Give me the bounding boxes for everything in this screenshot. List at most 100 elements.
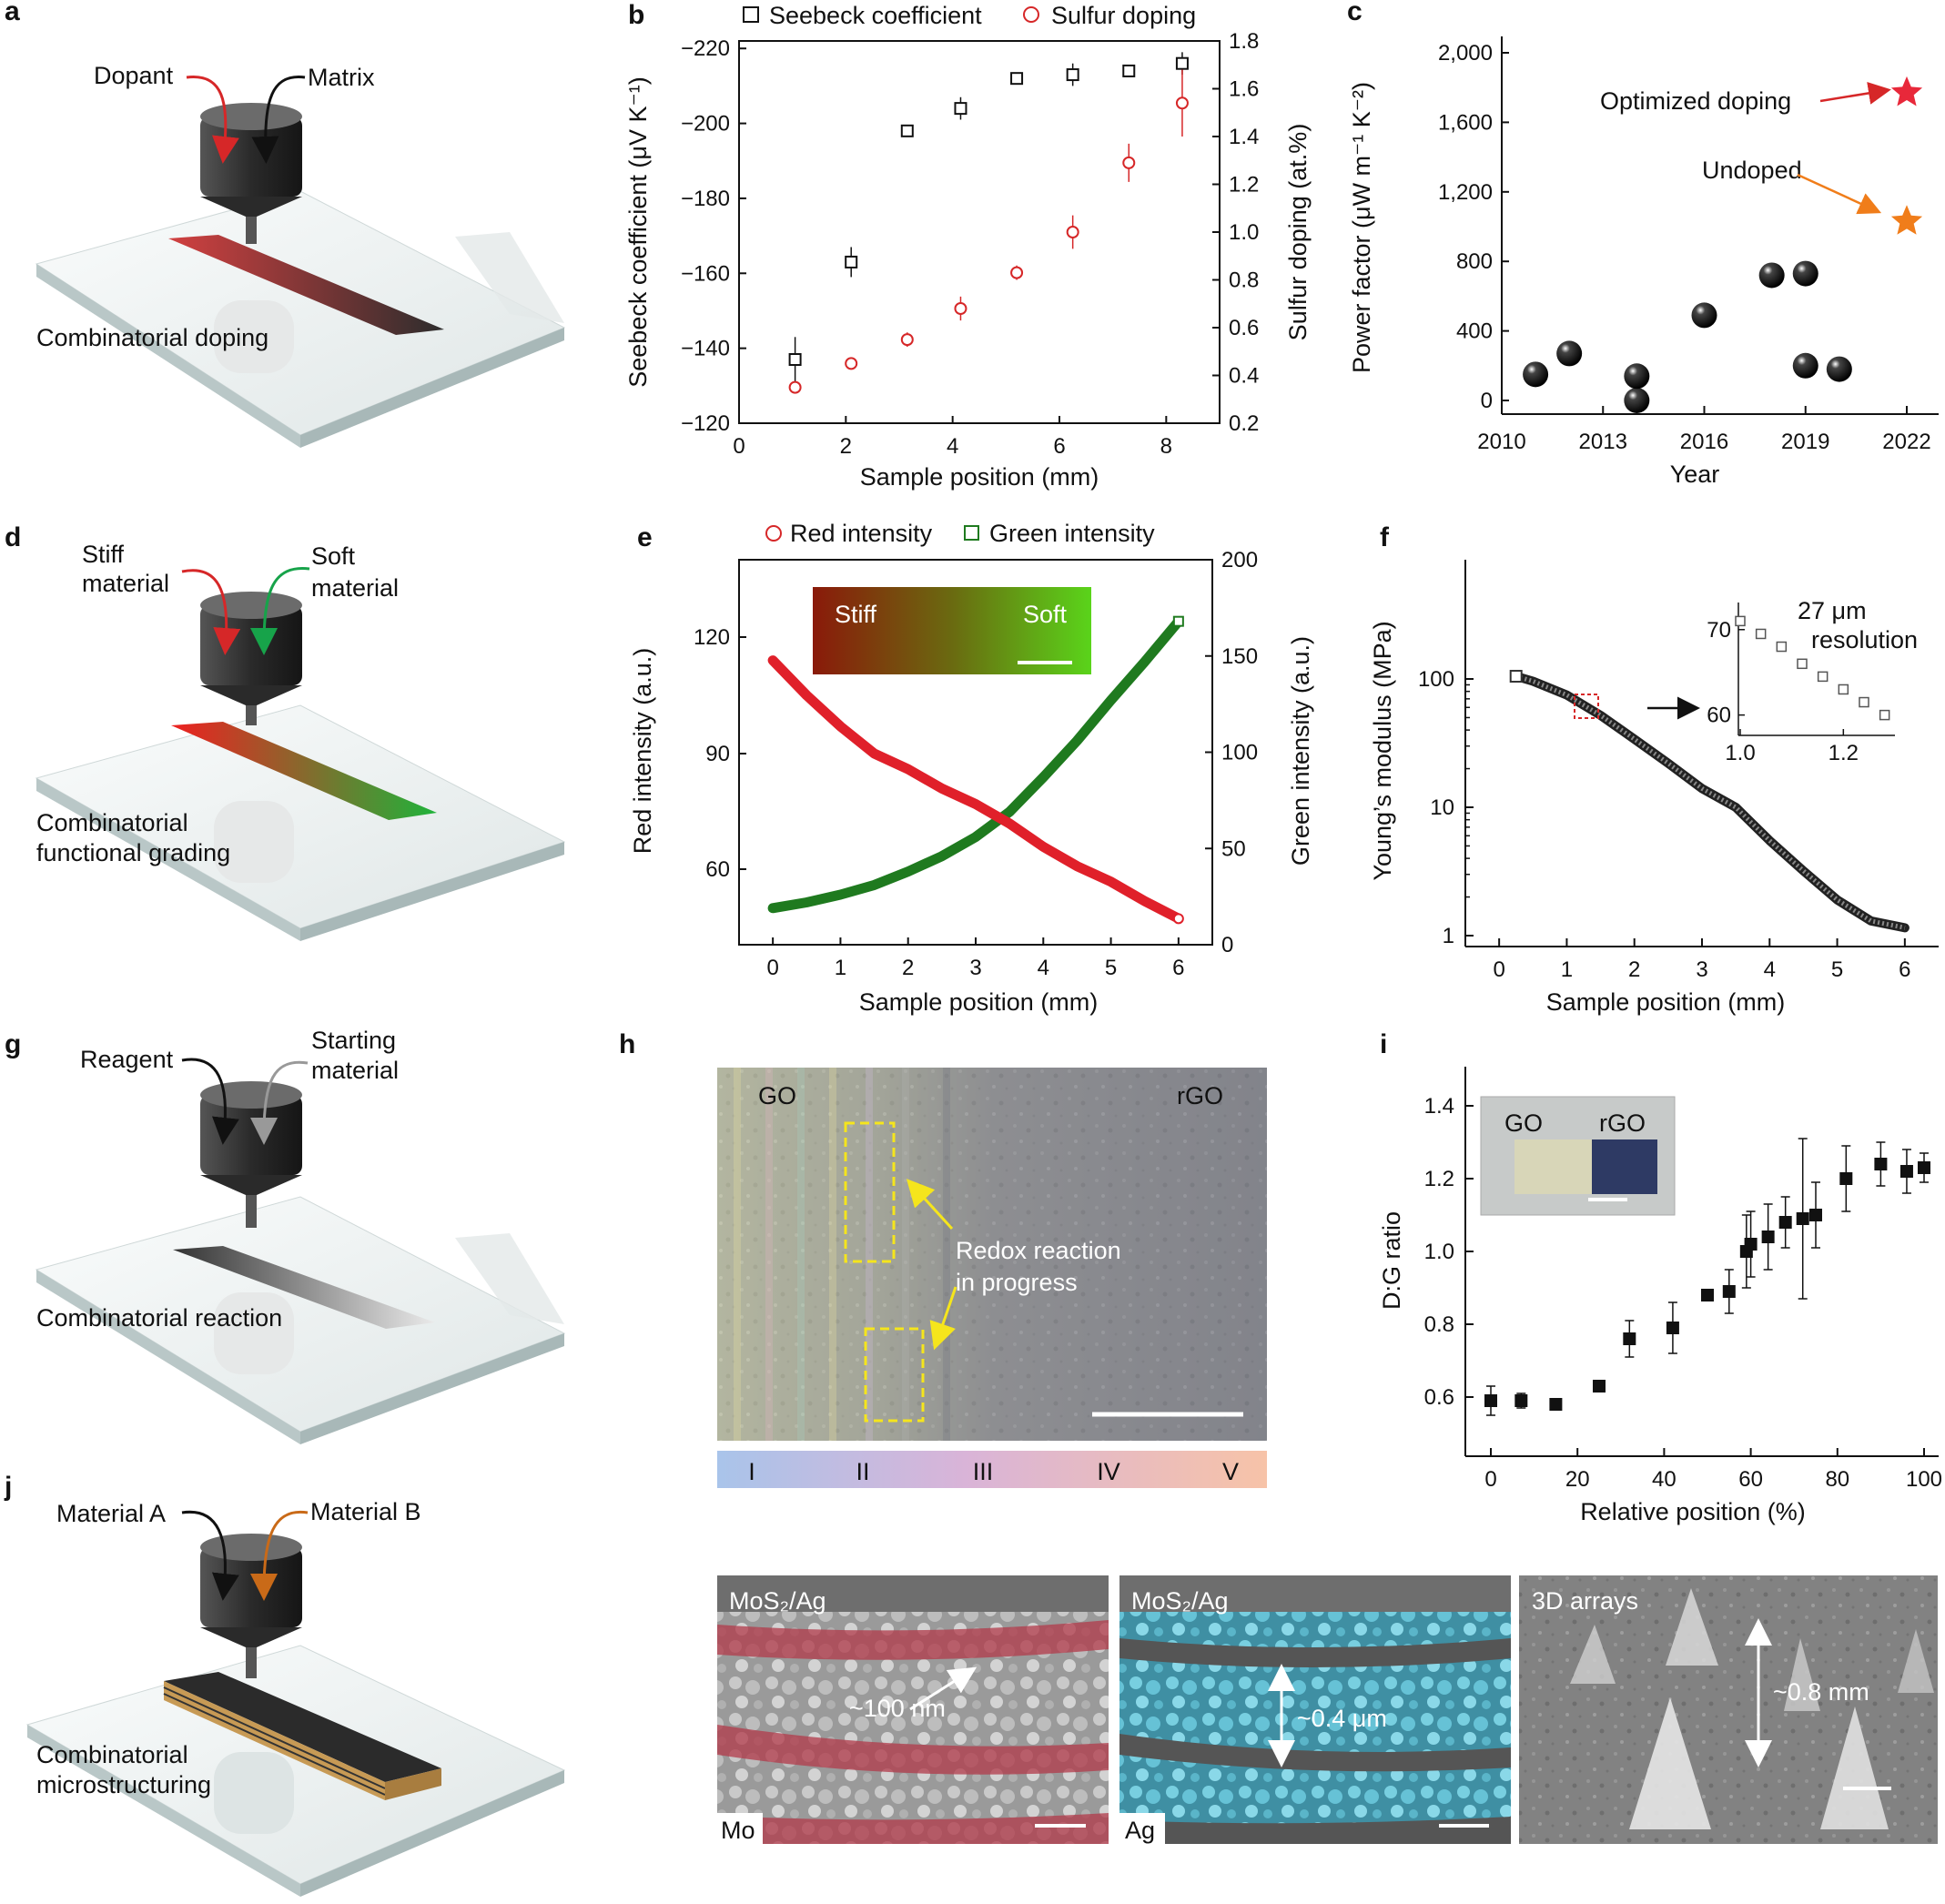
x-tick-label: 2 (902, 956, 914, 980)
panel-label-b: b (628, 0, 644, 30)
dg-point (1549, 1398, 1563, 1411)
literature-point (1556, 340, 1583, 367)
green-intensity-series-end (1172, 615, 1184, 627)
axes-b: 0 2 4 6 8 −220 −200 −180 −160 −140 −120 1.8 1.6 1.4 1.… (681, 29, 1259, 459)
zoom-box (1574, 694, 1599, 719)
sem1-annotation: ~100 nm (849, 1695, 946, 1722)
inset-x-tick-label: 1.0 (1725, 741, 1755, 765)
dg-point (1744, 1238, 1758, 1251)
y-tick-label: 120 (694, 625, 730, 650)
x-tick-label: 6 (1172, 956, 1184, 980)
modulus-start-point (1509, 670, 1523, 684)
axes-c: 2010 2013 2016 2019 2022 2,000 1,600 1,200 800 40… (1438, 41, 1931, 454)
x-tick-label: 100 (1906, 1467, 1942, 1492)
x-tick-label: 4 (1038, 956, 1049, 980)
panel-h: h GO rGO Redox reaction in progress I II… (619, 1029, 1267, 1488)
glass-plate (35, 190, 566, 436)
seebeck-point (1175, 56, 1189, 70)
dg-point (1514, 1394, 1528, 1407)
y2-tick-label: 0.4 (1229, 364, 1259, 389)
y-tick-label: −180 (681, 187, 730, 211)
color-gradient-inset (813, 587, 1091, 674)
caption-g: Combinatorial reaction (36, 1304, 282, 1332)
x-tick-label: 60 (1738, 1467, 1763, 1492)
inset-point (1755, 628, 1767, 640)
xlabel-f: Sample position (mm) (1546, 988, 1786, 1016)
y2-tick-label: 100 (1221, 741, 1258, 765)
spike (1570, 1625, 1616, 1684)
inset-stiff: Stiff (835, 601, 877, 628)
inset-point (1776, 641, 1788, 653)
panel-c: c 2010 2013 2016 2019 2022 2,000 1,600 1,200 800… (1347, 0, 1939, 488)
panel-g: g Reagent Starting material Combinatoria… (5, 1027, 566, 1444)
dopant-label: Dopant (94, 62, 174, 89)
caption-d-1: Combinatorial (36, 809, 188, 836)
legend-sulfur: Sulfur doping (1051, 2, 1196, 29)
dg-point (1722, 1285, 1736, 1298)
x-tick-label: 8 (1160, 434, 1172, 459)
dg-point (1701, 1289, 1714, 1301)
x-tick-label: 6 (1899, 957, 1910, 982)
dg-point (1666, 1322, 1679, 1334)
stiff-arrow (181, 569, 241, 655)
graded-strip (171, 722, 437, 820)
y-tick-label: 60 (705, 857, 730, 882)
y-tick-label: 1,200 (1438, 180, 1493, 205)
legend-green: Green intensity (989, 520, 1155, 547)
reaction-strip (173, 1246, 435, 1329)
sulfur-point (1122, 156, 1136, 169)
soft-label-2: material (311, 574, 399, 602)
lower-reflection (214, 300, 294, 373)
legend-red: Red intensity (790, 520, 933, 547)
zone-label: II (856, 1458, 869, 1485)
modulus-series-texture (1514, 673, 1906, 930)
stiff-label-1: Stiff (82, 541, 125, 568)
zone-label: IV (1097, 1458, 1120, 1485)
inset-rgo: rGO (1599, 1109, 1646, 1137)
y-tick-label: −140 (681, 337, 730, 361)
x-tick-label: 2022 (1882, 430, 1930, 454)
literature-point (1523, 361, 1549, 388)
axes-f: 0 1 2 3 4 5 6 100 10 1 (1418, 667, 1911, 982)
matrix-arrow (251, 76, 306, 164)
y2-tick-label: 0 (1221, 933, 1233, 957)
layered-block-top (164, 1672, 441, 1782)
green-intensity-series (767, 616, 1184, 914)
panel-d: d Stiff material Soft material Combinato… (5, 522, 566, 941)
material-a-arrow (181, 1510, 239, 1601)
caption-j-2: microstructuring (36, 1771, 211, 1798)
material-b-arrow (250, 1510, 309, 1601)
panel-label-d: d (5, 522, 21, 552)
annotation-undoped: Undoped (1702, 157, 1802, 184)
sulfur-point (1010, 266, 1024, 279)
literature-point (1826, 356, 1852, 382)
sulfur-point (954, 302, 967, 315)
y-tick-label: 100 (1418, 667, 1454, 692)
y2-tick-label: 200 (1221, 548, 1258, 572)
x-tick-label: 3 (1696, 957, 1707, 982)
y-tick-label: 2,000 (1438, 41, 1493, 66)
y-tick-label: 0.8 (1424, 1312, 1454, 1337)
xlabel-e: Sample position (mm) (859, 988, 1099, 1016)
highlight-box-2 (864, 1327, 925, 1423)
x-tick-label: 3 (969, 956, 981, 980)
panel-label-h: h (619, 1029, 635, 1059)
x-tick-label: 6 (1053, 434, 1065, 459)
dg-point (1484, 1394, 1497, 1407)
dg-point (1778, 1216, 1792, 1229)
y-tick-label: 800 (1456, 249, 1493, 274)
x-tick-label: 40 (1652, 1467, 1677, 1492)
inset-point (1879, 709, 1890, 721)
star-point (1890, 76, 1923, 106)
zone-label: III (973, 1458, 994, 1485)
x-tick-label: 2 (840, 434, 852, 459)
annotation-optimized-doping: Optimized doping (1600, 87, 1791, 115)
starting-material-arrow (250, 1060, 309, 1145)
sem3-title: 3D arrays (1532, 1587, 1638, 1615)
x-tick-label: 2016 (1680, 430, 1728, 454)
y-tick-label: −160 (681, 261, 730, 286)
material-b-label: Material B (310, 1498, 421, 1525)
spike (1898, 1629, 1934, 1693)
y-tick-label: −200 (681, 112, 730, 137)
